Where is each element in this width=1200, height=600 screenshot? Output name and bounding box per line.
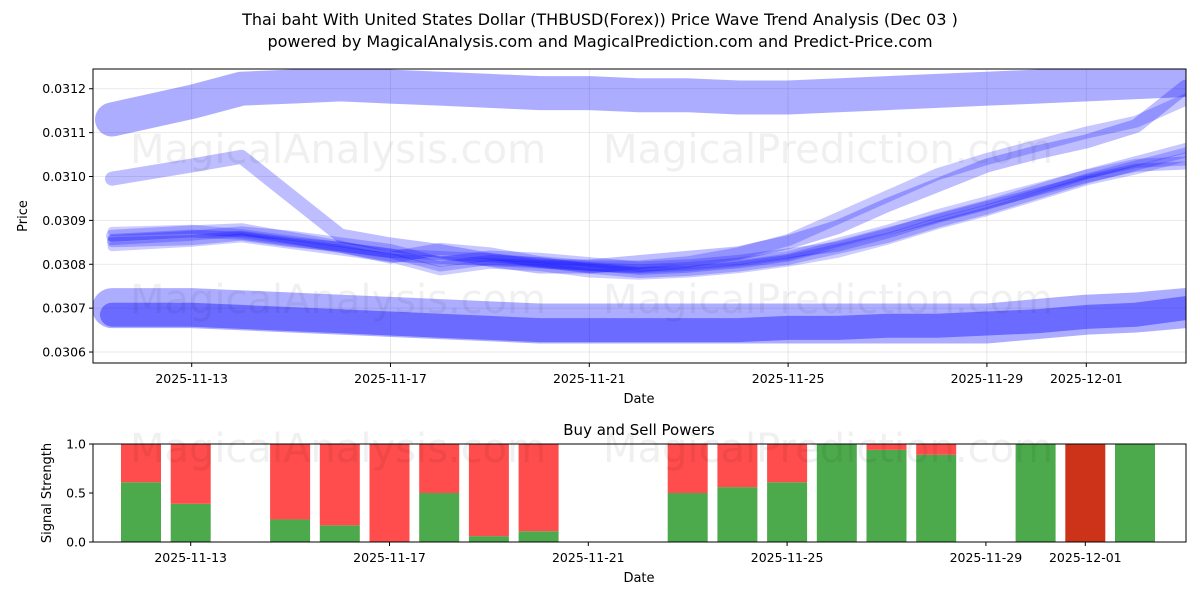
buy-bar bbox=[121, 482, 161, 542]
price-y-axis-label: Price bbox=[16, 200, 31, 232]
price-y-tick-label: 0.0312 bbox=[42, 81, 86, 96]
sell-bar bbox=[270, 444, 311, 520]
watermark-prediction-3: MagicalPrediction.com bbox=[603, 426, 1053, 472]
wave-series-5 bbox=[106, 93, 1186, 273]
powers-x-tick-label: 2025-11-13 bbox=[154, 550, 227, 565]
powers-y-tick-label: 1.0 bbox=[66, 437, 86, 452]
watermark-analysis-3: MagicalAnalysis.com bbox=[130, 426, 546, 472]
powers-y-tick-label: 0.5 bbox=[66, 486, 86, 501]
buy-bar bbox=[767, 482, 808, 542]
buy-bar bbox=[419, 493, 460, 542]
wave-series-7 bbox=[107, 147, 1186, 278]
buy-bar bbox=[717, 487, 758, 542]
price-x-tick-label: 2025-11-17 bbox=[354, 371, 427, 386]
buy-bar bbox=[1015, 444, 1056, 542]
sell-bar bbox=[319, 444, 360, 526]
price-grid bbox=[93, 69, 1186, 363]
buy-bar bbox=[1115, 444, 1155, 542]
wave-series-8 bbox=[107, 152, 1186, 280]
sell-bar bbox=[767, 444, 808, 483]
powers-y-axis-label: Signal Strength bbox=[40, 443, 55, 543]
powers-x-axis-label: Date bbox=[623, 571, 654, 586]
price-axis-ticks: 2025-11-13 2025-11-17 2025-11-21 2025-11-25… bbox=[42, 81, 1122, 386]
buy-bar bbox=[319, 525, 360, 542]
chart-title: Thai baht With United States Dollar (THB… bbox=[241, 10, 958, 29]
price-x-tick-label: 2025-11-21 bbox=[553, 371, 626, 386]
wave-series-6 bbox=[107, 143, 1186, 272]
wave-series-2 bbox=[93, 288, 1186, 344]
powers-chart-title: Buy and Sell Powers bbox=[563, 421, 715, 439]
powers-y-tick-label: 0.0 bbox=[66, 535, 86, 550]
powers-x-tick-label: 2025-11-29 bbox=[950, 550, 1023, 565]
wave-series-9 bbox=[107, 156, 1186, 274]
sell-bar bbox=[866, 444, 907, 450]
buy-bar bbox=[518, 531, 559, 542]
watermark-prediction-2: MagicalPrediction.com bbox=[603, 277, 1053, 323]
sell-bar bbox=[468, 444, 509, 537]
sell-bar bbox=[1065, 444, 1106, 542]
watermark-analysis-2: MagicalAnalysis.com bbox=[130, 277, 546, 323]
buy-bar bbox=[170, 503, 211, 542]
buy-bar bbox=[270, 519, 311, 542]
price-plot-frame bbox=[92, 68, 1187, 364]
powers-x-tick-label: 2025-11-21 bbox=[552, 550, 625, 565]
chart-subtitle: powered by MagicalAnalysis.com and Magic… bbox=[267, 32, 932, 51]
powers-bars-group bbox=[121, 444, 1155, 542]
price-x-axis-label: Date bbox=[623, 392, 654, 407]
price-y-tick-label: 0.0310 bbox=[42, 169, 86, 184]
price-y-tick-label: 0.0309 bbox=[42, 213, 86, 228]
sell-bar bbox=[717, 444, 758, 488]
sell-bar bbox=[518, 444, 559, 532]
wave-series-1 bbox=[95, 69, 1186, 137]
price-x-tick-label: 2025-11-29 bbox=[951, 371, 1024, 386]
wave-series-3 bbox=[100, 296, 1186, 343]
wave-series-4 bbox=[105, 79, 1186, 274]
price-x-tick-label: 2025-11-25 bbox=[752, 371, 825, 386]
buy-bar bbox=[468, 536, 509, 542]
sell-bar bbox=[121, 444, 161, 483]
powers-axis-ticks: 2025-11-13 2025-11-17 2025-11-21 2025-11-25… bbox=[66, 437, 1122, 566]
watermark-prediction-1: MagicalPrediction.com bbox=[603, 127, 1053, 173]
price-y-tick-label: 0.0308 bbox=[42, 257, 86, 272]
sell-bar bbox=[667, 444, 708, 493]
buy-bar bbox=[916, 454, 957, 542]
price-y-tick-label: 0.0311 bbox=[42, 125, 86, 140]
powers-x-tick-label: 2025-11-25 bbox=[751, 550, 824, 565]
sell-bar bbox=[369, 444, 410, 542]
wave-series-group bbox=[93, 69, 1186, 344]
wave-series-10 bbox=[108, 161, 1186, 275]
buy-bar bbox=[816, 444, 857, 542]
buy-bar bbox=[667, 493, 708, 542]
buy-bar bbox=[866, 449, 907, 542]
powers-x-tick-label: 2025-12-01 bbox=[1049, 550, 1122, 565]
price-y-tick-label: 0.0307 bbox=[42, 301, 86, 316]
powers-x-tick-label: 2025-11-17 bbox=[353, 550, 426, 565]
price-y-tick-label: 0.0306 bbox=[42, 345, 86, 360]
sell-bar bbox=[916, 444, 957, 455]
price-x-tick-label: 2025-11-13 bbox=[155, 371, 228, 386]
sell-bar bbox=[419, 444, 460, 493]
watermark-analysis-1: MagicalAnalysis.com bbox=[130, 127, 546, 173]
price-x-tick-label: 2025-12-01 bbox=[1050, 371, 1123, 386]
sell-bar bbox=[170, 444, 211, 504]
